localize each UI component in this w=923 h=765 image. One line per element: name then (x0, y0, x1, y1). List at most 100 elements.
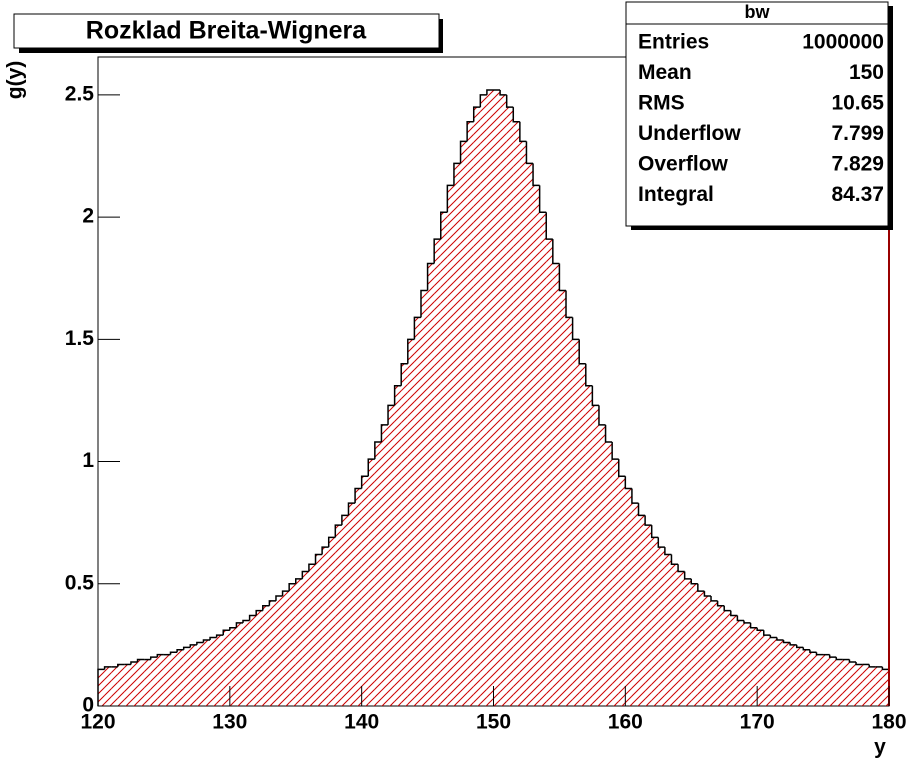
bar (348, 503, 356, 706)
bar-outline (275, 595, 283, 601)
bar-outline (169, 651, 178, 655)
bar-outline (703, 591, 712, 597)
bar (803, 649, 810, 706)
bar (341, 515, 349, 706)
bar (315, 554, 323, 706)
bar (427, 263, 435, 706)
bar-outline (248, 614, 257, 621)
bar-outline (215, 634, 224, 638)
bar-outline (308, 563, 316, 572)
bar (388, 405, 395, 706)
bar (691, 583, 698, 706)
bar (256, 610, 263, 706)
bar-outline (697, 583, 705, 592)
bar (183, 647, 191, 706)
bar-outline (407, 338, 415, 364)
bar (770, 637, 777, 706)
bar (506, 107, 514, 707)
bar-outline (433, 238, 441, 264)
bar (658, 547, 665, 706)
bar-outline (617, 459, 626, 477)
x-tick-label: 180 (871, 711, 906, 734)
y-tick-label: 0.5 (65, 571, 95, 594)
bar (203, 640, 211, 706)
y-tick-label: 2 (82, 205, 94, 228)
bar-outline (314, 553, 323, 565)
bar-outline (393, 385, 402, 406)
bar-outline (558, 263, 567, 292)
bar-outline (334, 524, 342, 538)
bar-outline (802, 647, 810, 651)
bar (618, 476, 626, 706)
bar-outline (828, 654, 837, 658)
bar (381, 424, 389, 706)
bar (322, 547, 329, 706)
bar-outline (255, 609, 263, 616)
bar-outline (281, 590, 290, 596)
bar-outline (538, 185, 547, 213)
bar-outline (229, 627, 237, 631)
bar (295, 578, 303, 706)
bar-outline (611, 442, 619, 460)
bar (816, 654, 824, 706)
bar-outline (156, 653, 164, 658)
bar-outline (321, 546, 329, 555)
bar (216, 635, 224, 706)
bar (757, 630, 764, 706)
bar-outline (136, 658, 145, 662)
bar (533, 185, 540, 707)
bar (500, 94, 507, 706)
bar (223, 630, 230, 706)
bar-outline (486, 89, 494, 95)
bar (111, 666, 118, 706)
bar-outline (295, 578, 303, 584)
y-tick-label: 2.5 (65, 82, 95, 105)
bar (790, 644, 797, 706)
bar (566, 317, 573, 706)
bar (130, 662, 138, 706)
bar (98, 669, 105, 706)
bar (124, 664, 131, 706)
bar (249, 615, 257, 706)
bar-outline (591, 385, 599, 407)
bar-outline (868, 664, 876, 668)
bar (447, 185, 454, 707)
bar-outline (242, 619, 250, 623)
bar (144, 659, 151, 706)
bar-outline (472, 106, 481, 122)
bar (275, 596, 283, 706)
bar-outline (716, 600, 725, 607)
bar-outline (637, 503, 646, 517)
x-tick-label: 150 (476, 711, 511, 734)
bar-outline (835, 657, 843, 661)
bar-outline (598, 405, 606, 426)
bar-outline (420, 289, 428, 318)
bar (783, 642, 791, 706)
bar (302, 571, 309, 706)
bar (460, 141, 468, 707)
bar (559, 290, 567, 706)
bar (150, 657, 158, 706)
stats-label: Overflow (638, 153, 729, 176)
y-tick-label: 0 (82, 694, 94, 717)
bar-outline (374, 441, 382, 460)
stats-value: 7.829 (831, 153, 884, 176)
bar-outline (749, 622, 758, 629)
bar (282, 591, 290, 706)
bar-outline (756, 627, 764, 631)
bar-outline (723, 605, 731, 612)
bar (724, 610, 731, 706)
bar (704, 596, 712, 706)
bar (480, 94, 487, 706)
bar (486, 90, 494, 706)
bar (546, 239, 553, 706)
bar-outline (782, 640, 791, 644)
bar (473, 107, 481, 707)
bar (671, 564, 679, 706)
bar (414, 317, 421, 706)
bar (829, 657, 837, 706)
bar-outline (585, 363, 593, 387)
bar-outline (848, 659, 857, 663)
bar-outline (795, 644, 804, 649)
title-box (13, 13, 440, 49)
